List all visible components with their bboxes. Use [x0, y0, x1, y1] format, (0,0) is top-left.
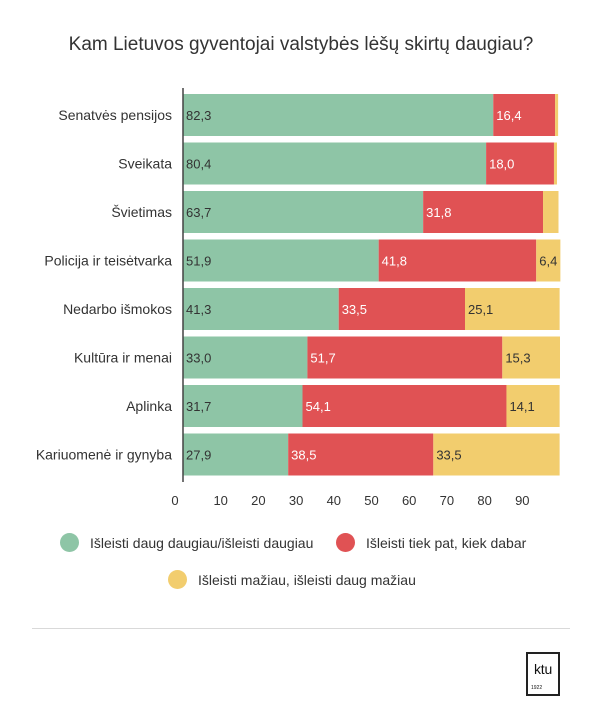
data-label: 33,5: [436, 448, 461, 463]
legend-swatch-yellow: [168, 570, 187, 589]
logo-text: ktu: [533, 661, 553, 677]
bar-segment: [183, 385, 303, 427]
legend-swatch-green: [60, 533, 79, 552]
chart-title: Kam Lietuvos gyventojai valstybės lėšų s…: [68, 34, 534, 55]
bar-segment: [183, 239, 379, 282]
data-label: 63,7: [186, 205, 211, 220]
bar-segment: [288, 433, 434, 476]
bar-segment: [543, 191, 559, 233]
legend-swatch-red: [336, 533, 355, 552]
x-tick-label: 90: [515, 493, 529, 508]
bar-segment: [423, 191, 544, 233]
bar-segment: [536, 239, 561, 282]
category-label: Senatvės pensijos: [58, 107, 172, 123]
data-label: 14,1: [509, 399, 534, 414]
legend-label: Išleisti daug daugiau/išleisti daugiau: [90, 534, 314, 551]
bar-segment: [464, 288, 560, 330]
category-label: Kultūra ir menai: [74, 350, 172, 366]
category-label: Kariuomenė ir gynyba: [36, 447, 172, 463]
ktu-logo: ktu 1922: [526, 652, 560, 696]
data-label: 16,4: [496, 108, 521, 123]
legend-item-series-2: Išleisti tiek pat, kiek dabar: [336, 533, 526, 552]
legend-label: Išleisti tiek pat, kiek dabar: [366, 534, 527, 551]
bar-segment: [183, 288, 339, 330]
category-label: Policija ir teisėtvarka: [44, 253, 172, 269]
x-tick-label: 20: [251, 493, 265, 508]
category-labels-layer: Senatvės pensijos Sveikata Švietimas Polici…: [36, 107, 172, 463]
category-label: Švietimas: [111, 204, 172, 220]
bars-layer: [183, 94, 561, 476]
data-label: 54,1: [306, 399, 331, 414]
data-label: 41,8: [382, 254, 407, 269]
bar-segment: [307, 336, 503, 379]
logo-year: 1922: [531, 685, 543, 691]
category-label: Sveikata: [118, 156, 172, 172]
data-label: 25,1: [468, 302, 493, 317]
data-label: 6,4: [539, 254, 557, 269]
data-label: 41,3: [186, 302, 211, 317]
bar-segment: [486, 142, 554, 185]
bar-segment: [555, 94, 559, 136]
data-label: 18,0: [489, 157, 514, 172]
data-label: 33,0: [186, 351, 211, 366]
legend-label: Išleisti mažiau, išleisti daug mažiau: [198, 571, 416, 588]
bar-segment: [183, 142, 487, 185]
category-label: Nedarbo išmokos: [63, 301, 172, 317]
bar-segment: [378, 239, 537, 282]
bar-segment: [302, 385, 507, 427]
x-tick-label: 40: [327, 493, 341, 508]
bar-segment: [183, 336, 308, 379]
x-axis: 0 10 20 30 40 50 60 70 80 90: [171, 88, 530, 508]
legend-item-series-1: Išleisti daug daugiau/išleisti daugiau: [60, 533, 313, 552]
data-label: 15,3: [505, 351, 530, 366]
x-tick-label: 50: [364, 493, 378, 508]
bar-segment: [506, 385, 560, 427]
data-label: 27,9: [186, 448, 211, 463]
x-tick-label: 0: [171, 493, 178, 508]
data-label: 51,7: [310, 351, 335, 366]
bar-segment: [338, 288, 465, 330]
legend-item-series-3: Išleisti mažiau, išleisti daug mažiau: [168, 570, 416, 589]
data-label: 31,7: [186, 399, 211, 414]
bar-segment: [553, 142, 557, 185]
category-label: Aplinka: [126, 398, 172, 414]
data-label: 38,5: [291, 448, 316, 463]
x-tick-label: 10: [213, 493, 227, 508]
bar-segment: [183, 94, 494, 136]
x-tick-label: 70: [440, 493, 454, 508]
data-label: 51,9: [186, 254, 211, 269]
x-tick-label: 80: [477, 493, 491, 508]
data-label: 33,5: [342, 302, 367, 317]
value-labels-layer: 82,3 16,4 80,4 18,0 63,7 31,8 51,9 41,8 6,4 41,3 3…: [186, 108, 557, 463]
stacked-bar-chart: 82,3 16,4 80,4 18,0 63,7 31,8 51,9 41,8 6,4 41,3 3…: [36, 88, 561, 508]
data-label: 31,8: [426, 205, 451, 220]
bar-segment: [502, 336, 560, 379]
data-label: 82,3: [186, 108, 211, 123]
bar-segment: [433, 433, 560, 476]
x-tick-label: 60: [402, 493, 416, 508]
x-tick-label: 30: [289, 493, 303, 508]
data-label: 80,4: [186, 157, 211, 172]
bar-segment: [493, 94, 556, 136]
bar-segment: [183, 433, 289, 476]
bar-segment: [183, 191, 424, 233]
divider: [32, 628, 570, 629]
